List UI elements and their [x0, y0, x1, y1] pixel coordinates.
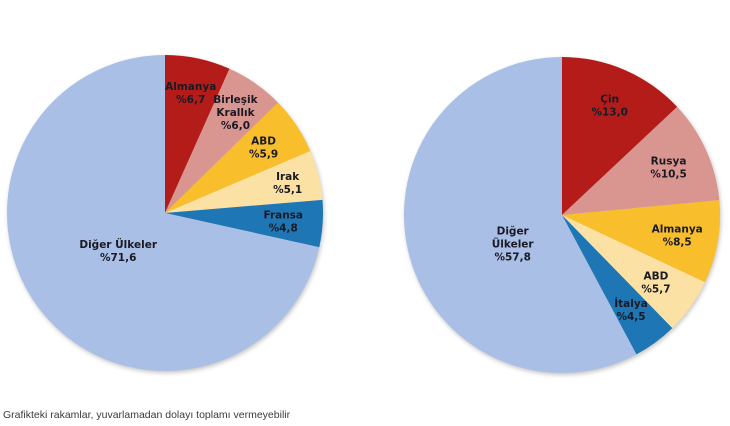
pie-right-slice-almanya	[562, 200, 721, 283]
pie-right-slice-di-er-lkeler	[403, 57, 637, 373]
pie-left-label-birle-ik-krall-k: Birleşik Krallık %6,0	[213, 94, 258, 132]
pie-right-label-in: Çin %13,0	[591, 93, 627, 118]
pie-right-labels: Çin %13,0 Rusya %10,5 Almanya %8,5 ABD %5,7İtal…	[492, 93, 703, 323]
rounding-footnote: Grafikteki rakamlar, yuvarlamadan dolayı…	[3, 409, 291, 421]
pie-left-slice-abd	[165, 102, 311, 213]
pie-left-label-almanya: Almanya %6,7	[165, 81, 216, 106]
pie-left-slice-fransa	[165, 199, 323, 248]
pie-left-slices	[7, 55, 323, 372]
pie-left-slice-irak	[165, 150, 323, 213]
pie-left-slice-almanya	[165, 55, 230, 213]
pie-charts-canvas: Almanya %6,7 Birleşik Krallık %6,0 ABD %5,9 Ira…	[7, 55, 721, 373]
pie-right-slices	[403, 57, 721, 373]
pie-left-slice-di-er-lkeler	[7, 55, 320, 372]
pie-left-label-irak: Irak %5,1	[273, 171, 302, 196]
pie-left-label-fransa: Fransa %4,8	[263, 209, 303, 234]
pie-left-label-abd: ABD %5,9	[249, 136, 278, 161]
pie-left-slice-birle-ik-krall-k	[165, 68, 279, 214]
pie-left-label-di-er-lkeler: Diğer Ülkeler %71,6	[79, 237, 157, 264]
pie-right-slice-abd	[562, 215, 705, 329]
pie-right-slice-in	[562, 57, 678, 215]
pie-left-labels: Almanya %6,7 Birleşik Krallık %6,0 ABD %5,9 Ira…	[79, 81, 303, 264]
pie-right-label-i-talya: İtalya %4,5	[614, 296, 648, 323]
pie-right-label-rusya: Rusya %10,5	[650, 155, 686, 180]
pie-right-slice-rusya	[562, 106, 720, 215]
pie-right-slice-i-talya	[562, 215, 673, 355]
pie-right-label-abd: ABD %5,7	[641, 270, 670, 295]
pie-right-label-almanya: Almanya %8,5	[652, 224, 703, 249]
pie-right-label-di-er-lkeler: Diğer Ülkeler %57,8	[492, 225, 535, 263]
